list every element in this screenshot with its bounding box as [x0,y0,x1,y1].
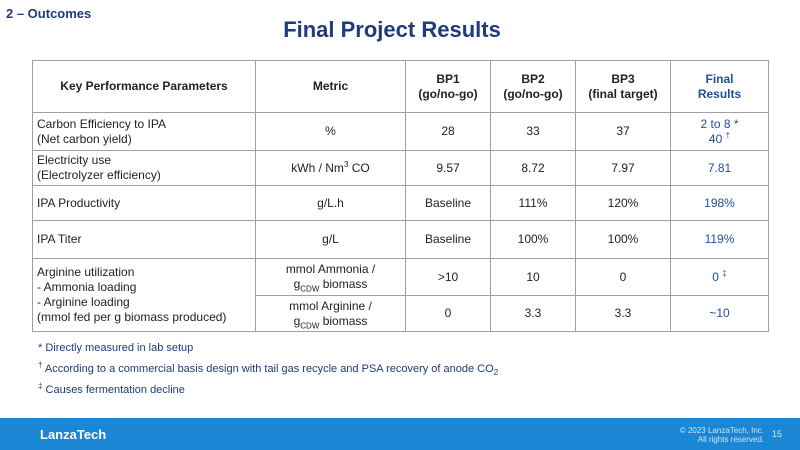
metric-cell: mmol Ammonia / gCDW biomass [255,258,406,296]
text-segment: CDW [300,284,320,294]
column-header: Metric [255,60,406,113]
column-header: Key Performance Parameters [32,60,256,113]
text-segment: CDW [300,320,320,330]
value-cell: 120% [575,185,671,221]
text-segment: ‡ [722,268,727,278]
value-cell: 7.97 [575,150,671,186]
metric-cell: kWh / Nm3 CO [255,150,406,186]
footnote: * Directly measured in lab setup [38,342,194,354]
text-segment: 3 [343,159,349,169]
value-cell: 33 [490,112,576,151]
slide-title: Final Project Results [283,17,501,42]
table-row: IPA Titer g/L Baseline 100% 100% 119% [32,220,769,259]
table-row: Arginine utilization - Ammonia loading -… [32,258,769,332]
value-cell: 2 to 8 * 40 † [670,112,769,151]
value-cell: 37 [575,112,671,151]
parameter-cell: IPA Productivity [32,185,256,221]
text-segment: biomass [319,313,368,328]
text-segment: 2 to 8 * 40 [700,116,739,146]
column-header: BP2 (go/no-go) [490,60,576,113]
metric-cell: g/L [255,220,406,259]
text-segment: 0 [712,269,723,284]
brand: LanzaTech [40,427,107,442]
text-segment: biomass [319,277,368,291]
table-row: Carbon Efficiency to IPA (Net carbon yie… [32,112,769,151]
parameter-cell: Arginine utilization - Ammonia loading -… [32,258,256,332]
results-table: Key Performance Parameters Metric BP1 (go/… [32,60,769,332]
footnote: † According to a commercial basis design… [38,361,498,382]
text-segment: CO [348,160,370,175]
copyright: © 2023 LanzaTech, Inc. All rights reserv… [679,426,764,444]
table-row: mmol Arginine / gCDW biomass 0 3.3 3.3 ~10 [33,295,769,332]
metric-cell: mmol Arginine / gCDW biomass [255,295,406,332]
parameter-cell: Electricity use (Electrolyzer efficiency… [32,150,256,186]
value-cell: 100% [490,220,576,259]
header-row: Key Performance Parameters Metric BP1 (go/… [32,60,769,113]
column-header: Final Results [670,60,769,113]
text-segment: Causes fermentation decline [42,384,185,396]
value-cell: 9.57 [405,150,491,186]
value-cell: 111% [490,185,576,221]
text-segment: According to a commercial basis design w… [42,363,494,375]
value-cell: 0 [575,258,671,296]
value-cell: 0 ‡ [670,258,769,296]
footnotes: * Directly measured in lab setup † Accord… [38,340,498,403]
table-row: Electricity use (Electrolyzer efficiency… [32,150,769,186]
parameter-cell: IPA Titer [32,220,256,259]
value-cell: Baseline [405,220,491,259]
text-segment: † [38,360,43,370]
column-header: BP1 (go/no-go) [405,60,491,113]
value-cell: 119% [670,220,769,259]
value-cell: 8.72 [490,150,576,186]
text-segment: † [725,130,731,140]
value-cell: Baseline [405,185,491,221]
text-segment: 2 [493,368,499,378]
value-cell: 3.3 [490,295,576,332]
page-number: 15 [771,429,782,439]
value-cell: >10 [405,258,491,296]
text-segment: ‡ [38,381,43,391]
section-label: 2 – Outcomes [6,6,92,21]
metric-cell: g/L.h [255,185,406,221]
footnote: ‡ Causes fermentation decline [38,382,498,403]
parameter-cell: Carbon Efficiency to IPA (Net carbon yie… [32,112,256,151]
text-segment: kWh / Nm [291,160,344,175]
text-segment: mmol Ammonia / g [285,262,376,291]
metric-cell: % [255,112,406,151]
value-cell: 28 [405,112,491,151]
table-row: IPA Productivity g/L.h Baseline 111% 120% 198… [32,185,769,221]
value-cell: 10 [490,258,576,296]
value-cell: ~10 [670,295,769,332]
value-cell: 0 [405,295,491,332]
value-cell: 7.81 [670,150,769,186]
value-cell: 198% [670,185,769,221]
value-cell: 3.3 [575,295,671,332]
value-cell: 100% [575,220,671,259]
text-segment: mmol Arginine / g [289,298,372,328]
footer-bar: LanzaTech © 2023 LanzaTech, Inc. All rig… [0,418,800,450]
column-header: BP3 (final target) [575,60,671,113]
